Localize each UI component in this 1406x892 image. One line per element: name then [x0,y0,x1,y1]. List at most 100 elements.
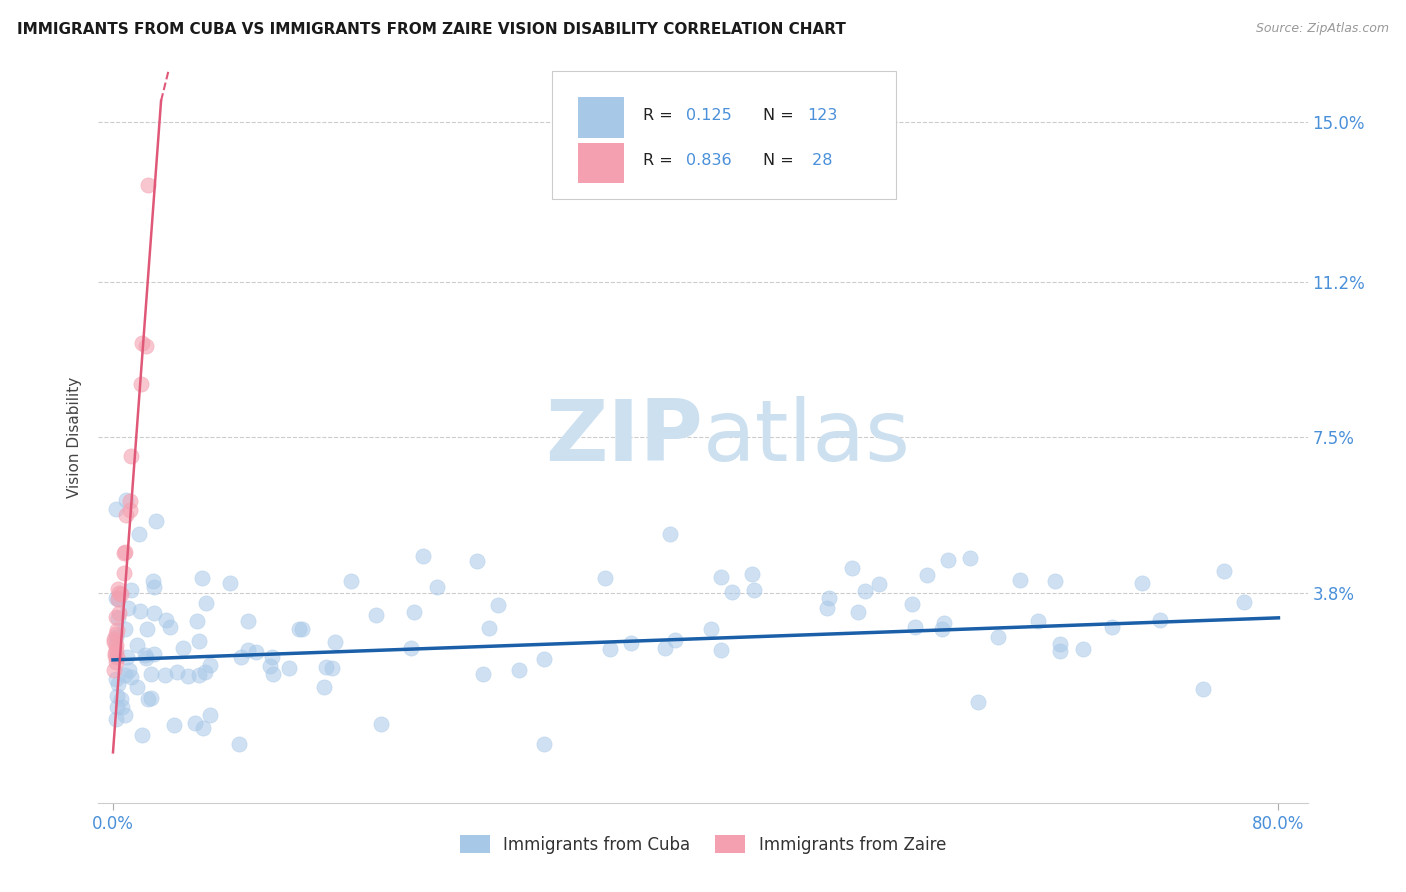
Point [620,636,643,650]
Point [166,665,188,679]
Point [120,494,142,508]
Point [127,638,149,652]
Point [105,700,128,714]
Text: R =: R = [643,153,678,168]
Point [1233,594,1256,608]
Point [117,601,139,615]
Point [853,584,876,599]
Point [260,650,283,665]
Point [112,566,135,580]
Point [108,586,131,600]
Text: R =: R = [643,108,678,123]
Point [721,584,744,599]
Point [599,642,621,657]
Point [312,680,335,694]
Point [710,643,733,657]
Point [262,667,284,681]
Point [112,546,135,560]
Point [104,591,127,605]
Point [412,549,434,563]
Point [129,604,152,618]
Point [1149,613,1171,627]
Point [472,666,495,681]
Point [172,640,194,655]
Point [153,667,176,681]
Point [245,645,267,659]
Point [107,591,129,606]
Point [131,729,153,743]
Point [184,715,207,730]
Point [127,681,149,695]
Point [114,544,136,558]
Point [288,623,311,637]
Text: atlas: atlas [703,395,911,479]
Point [134,648,156,662]
Point [155,613,177,627]
Point [259,658,281,673]
Point [117,663,139,677]
Point [533,651,555,665]
Point [236,615,259,629]
Point [104,712,127,726]
Point [177,668,200,682]
Point [142,580,165,594]
Point [1045,574,1067,588]
Point [103,646,125,660]
Point [115,650,138,665]
Point [486,598,509,612]
Point [194,596,217,610]
Point [533,737,555,751]
Y-axis label: Vision Disability: Vision Disability [67,376,83,498]
Point [1212,564,1234,578]
Point [191,571,214,585]
Point [103,663,125,677]
Point [315,659,337,673]
Point [187,668,209,682]
Point [277,661,299,675]
Point [465,554,488,568]
Point [118,502,141,516]
Point [104,673,127,687]
Point [120,670,142,684]
Point [104,630,127,644]
Point [478,622,501,636]
Point [700,622,723,636]
Bar [578,143,624,183]
Point [218,576,240,591]
Point [340,574,363,588]
Point [114,622,136,636]
Point [139,690,162,705]
Point [186,614,208,628]
Point [107,582,129,596]
Point [103,632,125,646]
Point [163,718,186,732]
Point [110,587,132,601]
Point [105,610,128,624]
Point [159,620,181,634]
Text: 123: 123 [807,108,838,123]
Point [966,695,988,709]
Point [114,708,136,723]
Text: N =: N = [763,108,800,123]
Point [659,526,682,541]
Point [110,692,132,706]
Point [105,627,128,641]
Text: N =: N = [763,153,800,168]
Point [120,582,142,597]
Point [654,641,676,656]
Point [198,658,221,673]
Point [135,651,157,665]
Point [741,566,763,581]
Point [191,722,214,736]
Point [936,552,959,566]
Point [1010,573,1032,587]
Point [593,571,616,585]
Point [135,339,157,353]
FancyBboxPatch shape [551,71,897,200]
Bar [578,97,624,137]
Point [323,635,346,649]
Point [129,377,152,392]
Point [105,643,128,657]
Point [402,605,425,619]
Point [1192,681,1215,696]
